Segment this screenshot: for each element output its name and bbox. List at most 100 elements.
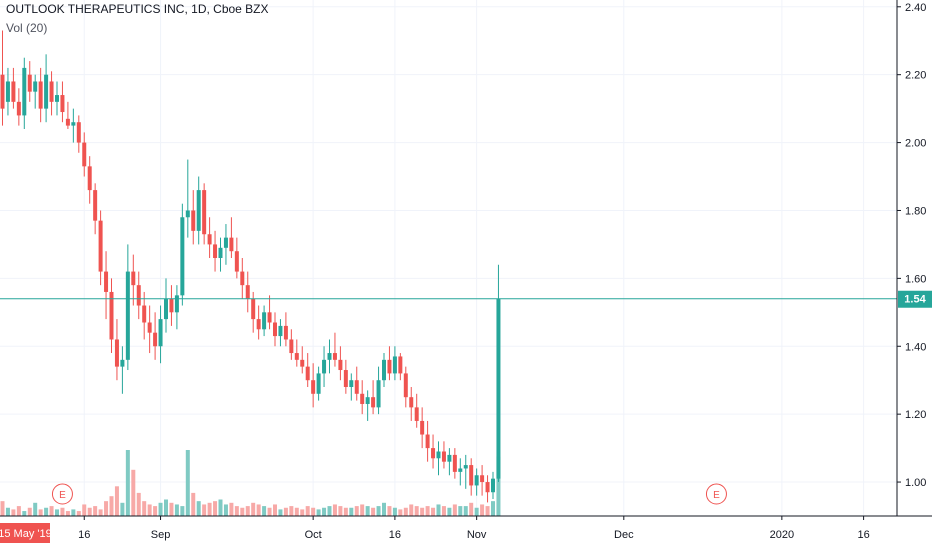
candle bbox=[414, 393, 419, 428]
earnings-marker[interactable]: E bbox=[705, 483, 727, 505]
candle-body bbox=[93, 190, 98, 221]
candle-body bbox=[398, 356, 403, 374]
price-axis[interactable]: 1.00 1.20 1.40 1.60 1.80 2.00 2.20 2.40 bbox=[897, 2, 926, 489]
volume-bar bbox=[480, 504, 485, 516]
candle bbox=[256, 305, 261, 340]
volume-bar bbox=[256, 504, 261, 516]
candle-body bbox=[327, 353, 332, 360]
time-axis[interactable]: 16SepOct16NovDec202016FebMar bbox=[78, 516, 932, 541]
volume-bar bbox=[262, 506, 267, 516]
candle bbox=[207, 217, 212, 258]
candle bbox=[38, 67, 43, 123]
candle bbox=[425, 420, 430, 462]
volume-bar bbox=[332, 504, 337, 516]
candle-body bbox=[44, 74, 49, 109]
candle-body bbox=[82, 142, 87, 167]
volume-bar bbox=[365, 506, 370, 516]
earnings-icon bbox=[51, 483, 73, 505]
y-tick-label: 1.40 bbox=[905, 341, 926, 353]
volume-bar bbox=[16, 506, 21, 516]
candle-body bbox=[65, 118, 70, 126]
candle bbox=[164, 278, 168, 333]
candle-body bbox=[354, 380, 359, 394]
candle bbox=[33, 74, 38, 109]
candle bbox=[71, 108, 76, 143]
volume-bar bbox=[294, 507, 299, 516]
candle bbox=[278, 319, 283, 347]
candle bbox=[327, 339, 332, 374]
volume-bar bbox=[27, 507, 32, 516]
candle-body bbox=[441, 451, 446, 462]
volume-bar bbox=[403, 507, 408, 516]
candle-body bbox=[27, 74, 32, 92]
volume-bar bbox=[22, 511, 27, 516]
volume-bar bbox=[414, 506, 419, 516]
volume-bar bbox=[169, 502, 174, 516]
volume-bar bbox=[240, 507, 245, 516]
volume-bar bbox=[11, 509, 16, 516]
y-tick-label: 1.20 bbox=[905, 409, 926, 421]
candle-body bbox=[469, 465, 474, 486]
candle-body bbox=[425, 434, 430, 449]
candle-body bbox=[120, 359, 125, 367]
candle-body bbox=[305, 366, 310, 381]
candle bbox=[60, 81, 65, 123]
candle bbox=[474, 468, 479, 496]
earnings-marker[interactable]: E bbox=[51, 483, 73, 505]
candle bbox=[55, 81, 59, 116]
candle bbox=[447, 448, 452, 476]
volume-bar bbox=[305, 506, 310, 516]
candle-body bbox=[316, 373, 321, 394]
symbol-legend[interactable]: OUTLOOK THERAPEUTICS INC, 1D, Cboe BZX bbox=[6, 2, 269, 16]
candle bbox=[174, 285, 179, 330]
candle-body bbox=[38, 81, 43, 109]
candle bbox=[496, 264, 501, 483]
volume-bar bbox=[223, 504, 228, 516]
current-price-value: 1.54 bbox=[904, 294, 926, 306]
candle bbox=[120, 346, 125, 394]
volume-bar bbox=[5, 507, 10, 516]
volume-legend[interactable]: Vol (20) bbox=[6, 21, 48, 35]
candle-body bbox=[300, 359, 305, 367]
candle bbox=[300, 346, 305, 374]
candle bbox=[245, 271, 250, 313]
candle-body bbox=[5, 81, 10, 102]
candle bbox=[365, 390, 370, 421]
volume-bar bbox=[33, 502, 38, 516]
candle-body bbox=[104, 271, 109, 292]
volume-bar bbox=[278, 509, 283, 516]
candle bbox=[409, 387, 414, 421]
volume-bar bbox=[142, 501, 147, 516]
candle-body bbox=[458, 468, 463, 472]
candle bbox=[49, 71, 54, 116]
x-tick-label: Dec bbox=[614, 529, 634, 541]
volume-bar bbox=[398, 509, 403, 516]
candle-body bbox=[229, 237, 234, 252]
volume-bar bbox=[349, 507, 354, 516]
volume-bar bbox=[49, 506, 54, 516]
candle bbox=[485, 475, 490, 503]
volume-bar bbox=[338, 506, 343, 516]
volume-bar bbox=[371, 507, 376, 516]
volume-bar bbox=[360, 504, 365, 516]
x-tick-label: 16 bbox=[389, 529, 401, 541]
candle bbox=[338, 346, 343, 381]
candle bbox=[398, 353, 403, 381]
volume-bar bbox=[289, 506, 294, 516]
x-tick-label: Nov bbox=[467, 529, 487, 541]
candle-body bbox=[431, 448, 436, 459]
candle-body bbox=[71, 122, 76, 126]
candle-body bbox=[480, 475, 485, 483]
candle-body bbox=[202, 190, 207, 235]
volume-bar bbox=[436, 504, 441, 516]
volume-bar bbox=[343, 507, 348, 516]
candle-body bbox=[191, 210, 196, 231]
volume-bar bbox=[164, 499, 168, 516]
candle-body bbox=[223, 237, 228, 248]
candle-body bbox=[147, 322, 152, 333]
candle bbox=[267, 295, 272, 330]
candle bbox=[185, 159, 190, 238]
volume-bar bbox=[196, 501, 201, 516]
y-tick-label: 2.20 bbox=[905, 70, 926, 82]
